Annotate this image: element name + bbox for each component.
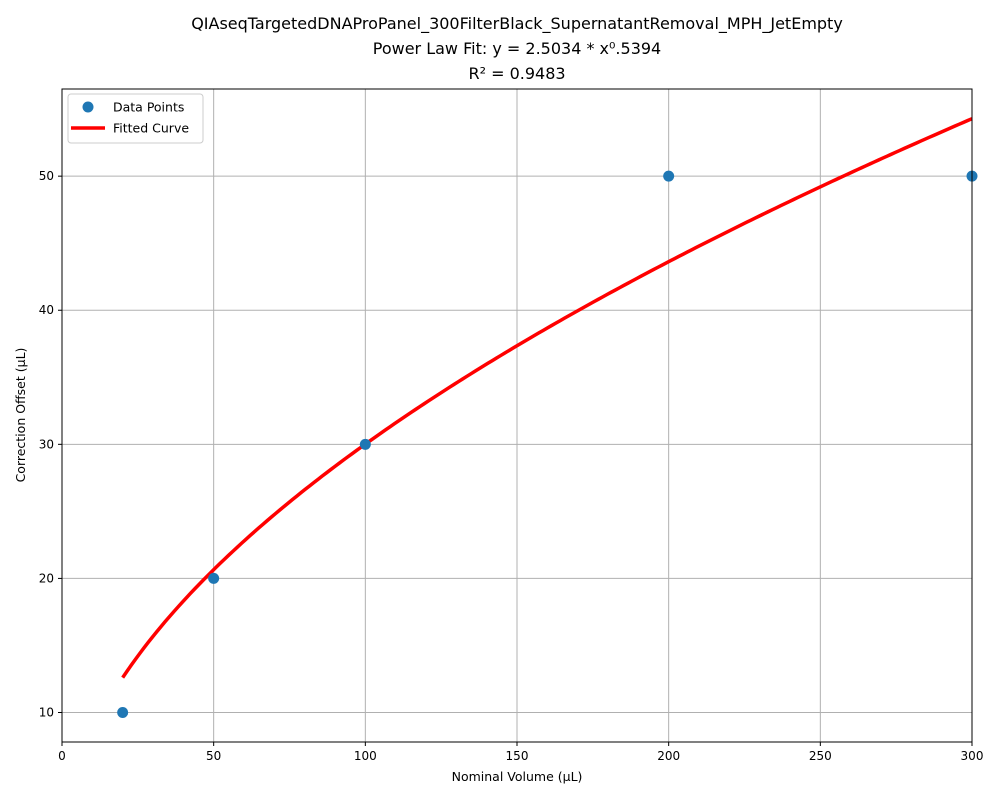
x-tick-label: 50 (206, 749, 221, 763)
chart-title-line-2: Power Law Fit: y = 2.5034 * x⁰.5394 (373, 39, 661, 58)
y-tick-label: 20 (39, 571, 54, 585)
y-axis-ticks: 10 20 30 40 50 (39, 169, 62, 720)
x-axis-ticks: 0 50 100 150 200 250 300 (58, 742, 983, 763)
y-tick-label: 10 (39, 706, 54, 720)
y-tick-label: 30 (39, 437, 54, 451)
data-point (663, 170, 675, 182)
data-points-layer (117, 170, 978, 719)
x-tick-label: 300 (961, 749, 984, 763)
x-tick-label: 150 (506, 749, 529, 763)
legend-label-fitted-curve: Fitted Curve (113, 121, 189, 136)
chart-title-line-1: QIAseqTargetedDNAProPanel_300FilterBlack… (191, 14, 843, 34)
chart-title: QIAseqTargetedDNAProPanel_300FilterBlack… (191, 14, 843, 83)
data-point (117, 707, 129, 719)
data-point (359, 438, 371, 450)
legend-box (67, 93, 204, 144)
chart-title-line-3: R² = 0.9483 (468, 64, 565, 83)
y-tick-label: 40 (39, 303, 54, 317)
data-point (208, 572, 220, 584)
legend-marker-data-points (82, 101, 94, 113)
x-axis-label: Nominal Volume (µL) (452, 769, 583, 784)
x-tick-label: 250 (809, 749, 832, 763)
grid-lines (61, 89, 973, 742)
y-tick-label: 50 (39, 169, 54, 183)
fitted-curve (121, 117, 973, 679)
fitted-curve-layer (121, 117, 973, 679)
legend-label-data-points: Data Points (113, 100, 184, 115)
x-tick-label: 0 (58, 749, 66, 763)
legend: Data Points Fitted Curve (67, 93, 204, 144)
x-tick-label: 100 (354, 749, 377, 763)
y-axis-label: Correction Offset (µL) (13, 348, 28, 483)
x-tick-label: 200 (657, 749, 680, 763)
